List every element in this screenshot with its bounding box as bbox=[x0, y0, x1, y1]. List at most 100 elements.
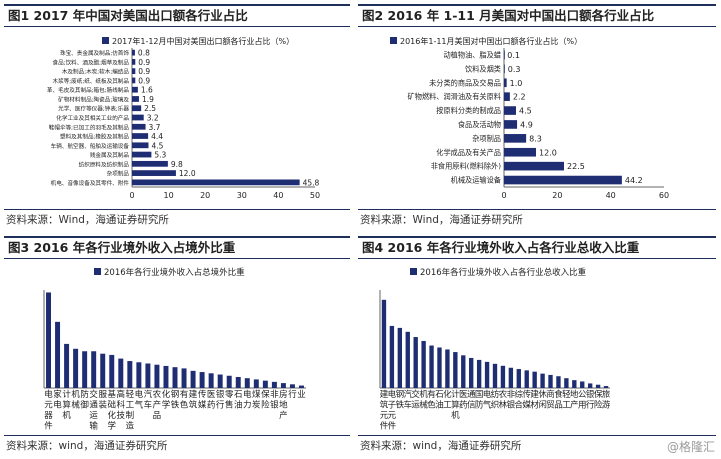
bar bbox=[132, 77, 136, 84]
category-label: 纺织原料及纺织制品 bbox=[79, 160, 130, 168]
panel-4: 图4 2016 年各行业境外收入占各行业总收入比重 2016年各行业境外收入占各… bbox=[358, 236, 716, 456]
category-label: 公用 bbox=[578, 390, 587, 411]
legend-swatch bbox=[102, 37, 109, 44]
category-label: 计算机 bbox=[451, 389, 460, 421]
bar bbox=[504, 106, 516, 115]
bar bbox=[132, 105, 142, 112]
bar bbox=[564, 378, 569, 388]
category-label: 按原料分类的制成品 bbox=[436, 106, 501, 115]
bar bbox=[540, 373, 545, 388]
bar bbox=[595, 384, 601, 388]
category-label: 杂项制品 bbox=[107, 170, 130, 178]
bar bbox=[91, 351, 97, 388]
category-label: 纺织 bbox=[491, 389, 500, 411]
category-label: 非食用原料(燃料除外) bbox=[431, 162, 501, 171]
bar bbox=[429, 345, 434, 388]
category-label: 汽车 bbox=[404, 389, 413, 411]
x-tick-label: 20 bbox=[200, 191, 210, 200]
bar bbox=[132, 59, 136, 65]
x-tick-label: 50 bbox=[310, 191, 320, 200]
category-label: 机械及运输设备 bbox=[451, 176, 501, 185]
category-label: 保险 bbox=[594, 389, 603, 411]
category-label: 动植物油、脂及蜡 bbox=[443, 50, 501, 59]
category-label: 建材 bbox=[530, 389, 539, 411]
x-tick-label: 0 bbox=[129, 191, 134, 200]
bar-value-label: 3.2 bbox=[147, 114, 159, 123]
panel-4-source: 资料来源：wind，海通证券研究所 bbox=[360, 440, 522, 452]
category-label: 交运 bbox=[411, 389, 420, 411]
chart-1-svg: 2017年1-12月中国对美国出口额各行业占比（%） 0 10 20 30 40 50 45.… bbox=[47, 36, 320, 200]
category-label: 石油 bbox=[234, 390, 243, 411]
category-label: 农产品 bbox=[153, 389, 162, 421]
category-label: 保险 bbox=[261, 389, 270, 411]
bar bbox=[504, 50, 505, 60]
category-label: 食品;饮料、酒及醋;烟草及制品 bbox=[53, 58, 130, 66]
legend-label: 2016年1-11月美国对中国出口额各行业占比（%） bbox=[400, 36, 582, 46]
bar bbox=[46, 292, 52, 388]
bar bbox=[516, 369, 521, 388]
bar-value-label: 1.9 bbox=[142, 95, 154, 104]
category-label: 农林 bbox=[499, 389, 508, 411]
bar bbox=[132, 142, 149, 149]
category-label: 机械 bbox=[71, 389, 80, 411]
bar bbox=[172, 367, 178, 388]
bar bbox=[208, 373, 214, 388]
bar-value-label: 0.9 bbox=[138, 76, 150, 85]
category-label: 贱金属及其制品 bbox=[90, 151, 130, 159]
bar bbox=[587, 383, 593, 388]
bar bbox=[55, 321, 61, 388]
bar bbox=[132, 86, 138, 93]
bar-value-label: 2.2 bbox=[513, 93, 526, 102]
bar bbox=[199, 372, 205, 388]
bar-value-label: 4.9 bbox=[520, 120, 533, 129]
category-label: 钢铁 bbox=[396, 389, 405, 411]
category-label: 通信 bbox=[467, 389, 476, 411]
bar bbox=[132, 179, 300, 186]
panel-2: 图2 2016 年 1-11 月美国对中国出口额各行业占比 2016年1-11月… bbox=[358, 4, 716, 226]
category-label: 旅游 bbox=[602, 389, 611, 411]
bar bbox=[136, 362, 142, 388]
category-label: 木及制品;木炭;软木;编结品 bbox=[62, 68, 130, 76]
panel-3-source: 资料来源：wind，海通证券研究所 bbox=[6, 440, 168, 452]
category-label: 行 bbox=[288, 389, 297, 400]
bar bbox=[504, 161, 564, 171]
bar bbox=[453, 352, 458, 388]
bar-value-label: 5.3 bbox=[154, 151, 166, 160]
category-label: 国防 bbox=[475, 390, 484, 411]
bar bbox=[469, 357, 474, 388]
bar bbox=[235, 376, 241, 388]
category-label: 零售 bbox=[225, 390, 234, 411]
category-label: 房地产 bbox=[279, 389, 288, 421]
bar bbox=[445, 349, 450, 388]
category-label: 建筑 bbox=[189, 389, 198, 411]
x-tick-label: 20 bbox=[552, 191, 562, 200]
bar bbox=[82, 351, 88, 388]
category-label: 商贸 bbox=[546, 389, 555, 411]
category-label: 家电 bbox=[53, 389, 62, 411]
bar-value-label: 0.3 bbox=[508, 65, 521, 74]
bar bbox=[132, 160, 168, 167]
legend-swatch bbox=[390, 37, 397, 44]
bar bbox=[100, 353, 106, 388]
category-label: 化学 bbox=[162, 389, 171, 411]
bar bbox=[217, 374, 223, 388]
bar bbox=[421, 340, 426, 388]
bar bbox=[132, 133, 149, 139]
category-label: 传媒 bbox=[198, 389, 207, 411]
category-label: 饮料及烟类 bbox=[465, 64, 501, 73]
panel-1: 图1 2017 年中国对美国出口额各行业占比 2017年1-12月中国对美国出口… bbox=[4, 4, 350, 226]
category-label: 医药 bbox=[459, 390, 468, 411]
category-label: 电力 bbox=[243, 389, 252, 411]
bar bbox=[271, 381, 277, 388]
category-label: 有色 bbox=[180, 389, 189, 411]
category-label: 钢铁 bbox=[171, 389, 180, 411]
watermark: @格隆汇 bbox=[666, 440, 715, 454]
bar-value-label: 4.5 bbox=[519, 107, 532, 116]
category-label: 机械 bbox=[419, 389, 428, 411]
bar-value-label: 1.6 bbox=[141, 86, 153, 95]
bar bbox=[504, 120, 518, 129]
panel-1-source: 资料来源：Wind，海通证券研究所 bbox=[6, 214, 169, 226]
category-label: 车辆、航空器、船舶及运输设备 bbox=[51, 142, 130, 150]
bar bbox=[163, 365, 169, 388]
bar bbox=[118, 358, 124, 388]
